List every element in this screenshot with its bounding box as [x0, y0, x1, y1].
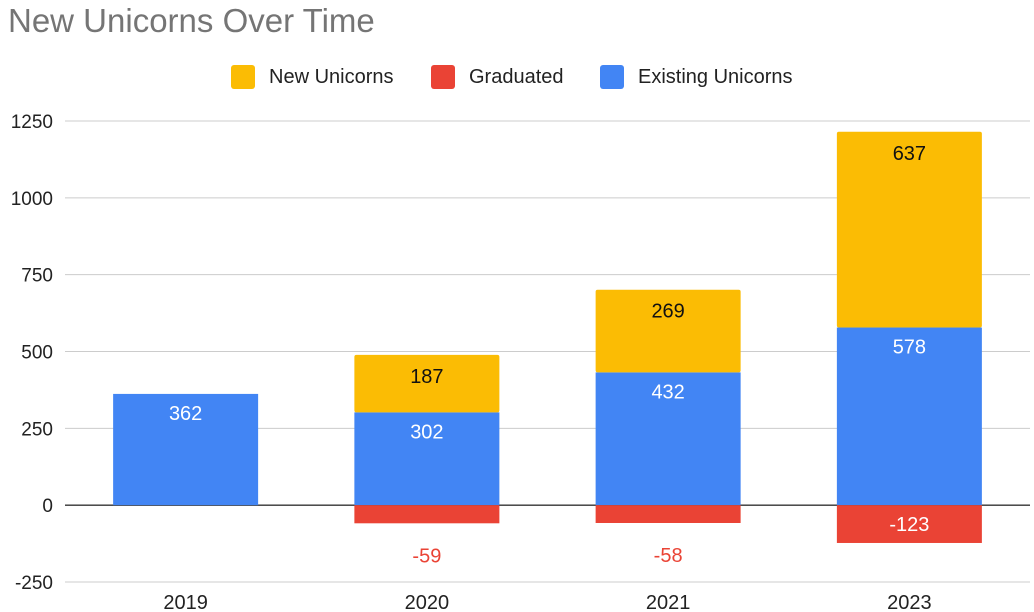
legend-item-graduated[interactable]: Graduated [431, 63, 564, 91]
bar-existing-unicorns [354, 412, 500, 506]
data-label-new-unicorns: 187 [410, 366, 443, 388]
legend-swatch-graduated [431, 65, 455, 89]
bar-graduated [354, 505, 500, 524]
data-label-existing-unicorns: 362 [169, 403, 202, 425]
data-label-graduated: -59 [412, 545, 441, 567]
chart-title: New Unicorns Over Time [8, 2, 375, 39]
legend: New Unicorns Graduated Existing Unicorns [0, 63, 1034, 91]
x-tick-label: 2020 [405, 592, 450, 612]
legend-swatch-existing-unicorns [600, 65, 624, 89]
legend-label-new-unicorns: New Unicorns [269, 65, 394, 88]
bar-new-unicorns [595, 289, 741, 373]
data-label-existing-unicorns: 432 [651, 381, 684, 403]
bar-graduated [836, 505, 982, 543]
bar-existing-unicorns [836, 327, 982, 506]
bar-existing-unicorns [595, 372, 741, 506]
y-tick-label: 0 [42, 496, 53, 517]
y-tick-label: -250 [15, 573, 53, 594]
bar-new-unicorns [354, 354, 500, 413]
y-tick-label: 500 [21, 343, 53, 364]
data-label-graduated: -123 [889, 514, 929, 536]
bar-existing-unicorns [113, 393, 259, 506]
x-tick-label: 2019 [163, 592, 208, 612]
data-label-existing-unicorns: 578 [893, 337, 926, 359]
x-tick-label: 2023 [887, 592, 932, 612]
legend-label-existing-unicorns: Existing Unicorns [638, 65, 793, 88]
legend-item-new-unicorns[interactable]: New Unicorns [231, 63, 393, 91]
y-tick-label: 250 [21, 419, 53, 440]
data-label-new-unicorns: 269 [651, 301, 684, 323]
y-tick-label: 750 [21, 266, 53, 287]
legend-item-existing-unicorns[interactable]: Existing Unicorns [600, 63, 793, 91]
data-label-existing-unicorns: 302 [410, 421, 443, 443]
x-tick-label: 2021 [646, 592, 691, 612]
y-tick-label: 1250 [11, 112, 53, 133]
bar-graduated [595, 505, 741, 523]
data-label-graduated: -58 [654, 545, 683, 567]
data-label-new-unicorns: 637 [893, 143, 926, 165]
bar-new-unicorns [836, 131, 982, 328]
legend-swatch-new-unicorns [231, 65, 255, 89]
y-tick-label: 1000 [11, 189, 53, 210]
legend-label-graduated: Graduated [469, 65, 564, 88]
